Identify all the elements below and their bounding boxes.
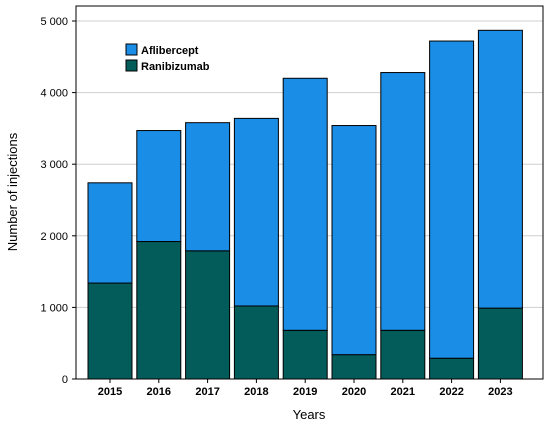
bar-aflibercept-2023 [477,29,523,309]
bar-ranibizumab-2021 [380,329,426,380]
bar-ranibizumab-2016 [136,241,182,380]
bar-aflibercept-2016 [136,130,182,243]
bar-aflibercept-2020 [331,125,377,356]
x-tick-label: 2019 [293,386,317,398]
bar-ranibizumab-2018 [233,305,279,380]
x-axis-title: Years [293,407,326,422]
x-tick-label: 2020 [342,386,366,398]
bar-ranibizumab-2020 [331,354,377,380]
x-tick-label: 2023 [488,386,512,398]
bars [87,29,523,380]
legend-label-aflibercept: Aflibercept [141,45,199,57]
legend-label-ranibizumab: Ranibizumab [141,61,210,73]
bar-aflibercept-2021 [380,72,426,331]
y-tick-label: 5 000 [40,16,68,28]
bar-aflibercept-2022 [429,40,475,359]
x-tick-label: 2018 [244,386,268,398]
bar-aflibercept-2018 [233,117,279,307]
plot-frame [75,5,544,380]
legend-swatch-ranibizumab [125,59,138,72]
legend-swatch-aflibercept [125,43,138,56]
x-tick-label: 2017 [195,386,219,398]
bar-ranibizumab-2019 [282,329,328,380]
x-tick-label: 2015 [98,386,122,398]
x-tick-label: 2016 [147,386,171,398]
bar-aflibercept-2019 [282,77,328,331]
y-axis-ticks: 0 1 000 2 000 3 000 4 000 5 000 [40,16,76,386]
y-tick-label: 0 [62,374,68,386]
x-tick-label: 2021 [391,386,415,398]
bar-ranibizumab-2022 [429,357,475,380]
x-axis-ticks: 2015 2016 2017 2018 2019 2020 2021 2022 2023 [98,379,513,398]
legend: Aflibercept Ranibizumab [125,43,210,73]
y-tick-label: 2 000 [40,231,68,243]
bar-ranibizumab-2023 [477,307,523,380]
bar-ranibizumab-2015 [87,282,133,380]
bar-ranibizumab-2017 [185,250,231,380]
y-axis-title: Number of injections [5,132,20,251]
bar-aflibercept-2017 [185,122,231,252]
x-tick-label: 2022 [439,386,463,398]
bar-aflibercept-2015 [87,182,133,284]
y-tick-label: 4 000 [40,88,68,100]
y-tick-label: 3 000 [40,159,68,171]
y-tick-label: 1 000 [40,302,68,314]
